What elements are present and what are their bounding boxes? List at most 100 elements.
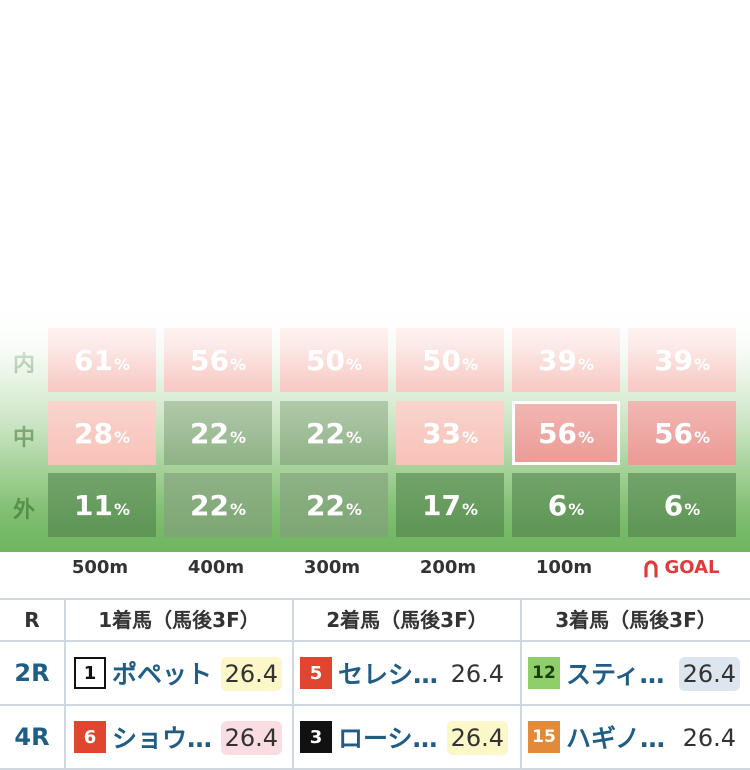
percent-sign: %	[346, 355, 362, 374]
heat-cell-middle-500m[interactable]: 28%	[48, 401, 156, 465]
heat-cell-outer-200m[interactable]: 17%	[396, 473, 504, 537]
heat-cell-middle-200m[interactable]: 33%	[396, 401, 504, 465]
heat-cell-inner-200m[interactable]: 50%	[396, 328, 504, 392]
horse-number-badge: 6	[74, 721, 106, 753]
heat-cell-value: 50	[306, 344, 345, 377]
last-3f-time: 26.4	[679, 721, 740, 755]
heat-cell-value: 22	[190, 417, 229, 450]
results-table: R 1着馬（馬後3F） 2着馬（馬後3F） 3着馬（馬後3F） 2R 1 ポペット 2…	[0, 598, 750, 770]
distance-label: 100m	[510, 554, 618, 582]
percent-sign: %	[230, 500, 246, 519]
heat-cell-outer-400m[interactable]: 22%	[164, 473, 272, 537]
race-number: 4R	[0, 706, 64, 768]
horse-name-link[interactable]: ポペット	[112, 655, 234, 691]
horse-number-badge: 5	[300, 657, 332, 689]
last-3f-time: 26.4	[221, 721, 282, 755]
heat-cell-inner-400m[interactable]: 56%	[164, 328, 272, 392]
first-place-entry[interactable]: 1 ポペット 26.4	[74, 642, 288, 704]
heat-cell-middle-100m[interactable]: 56%	[512, 401, 620, 465]
distance-label: 200m	[394, 554, 502, 582]
header-race: R	[0, 600, 64, 640]
distance-axis: 500m 400m 300m 200m 100m GOAL	[0, 554, 750, 598]
heat-cell-value: 22	[190, 489, 229, 522]
percent-sign: %	[114, 428, 130, 447]
percent-sign: %	[230, 355, 246, 374]
heat-cell-inner-100m[interactable]: 39%	[512, 328, 620, 392]
row-label-outer: 外	[0, 492, 48, 524]
heat-cell-value: 11	[74, 489, 113, 522]
percent-sign: %	[114, 500, 130, 519]
table-row[interactable]: 4R 6 ショウ… 26.4 3 ローシ… 26.4 15 ハギノ… 26.4	[0, 706, 750, 770]
horse-name-link[interactable]: ハギノ…	[566, 719, 688, 755]
heat-cell-outer-500m[interactable]: 11%	[48, 473, 156, 537]
heat-cell-value: 33	[422, 417, 461, 450]
heat-cell-value: 50	[422, 344, 461, 377]
horseshoe-icon	[641, 558, 661, 578]
distance-label: 300m	[278, 554, 386, 582]
percent-sign: %	[578, 428, 594, 447]
heat-cell-inner-goal[interactable]: 39%	[628, 328, 736, 392]
percent-sign: %	[684, 500, 700, 519]
heat-cell-inner-300m[interactable]: 50%	[280, 328, 388, 392]
heat-cell-middle-goal[interactable]: 56%	[628, 401, 736, 465]
percent-sign: %	[230, 428, 246, 447]
percent-sign: %	[462, 500, 478, 519]
percent-sign: %	[462, 355, 478, 374]
third-place-entry[interactable]: 15 ハギノ… 26.4	[528, 706, 746, 768]
header-second: 2着馬（馬後3F）	[294, 600, 520, 640]
position-heatmap: 内 中 外 61% 56% 50% 50% 39% 39% 28% 22% 22% 33% 56% 5…	[0, 0, 750, 552]
percent-sign: %	[114, 355, 130, 374]
last-3f-time: 26.4	[679, 657, 740, 691]
row-label-inner: 内	[0, 346, 48, 378]
last-3f-time: 26.4	[221, 657, 282, 691]
percent-sign: %	[346, 428, 362, 447]
percent-sign: %	[568, 500, 584, 519]
percent-sign: %	[462, 428, 478, 447]
heat-cell-value: 39	[538, 344, 577, 377]
heat-cell-value: 56	[654, 417, 693, 450]
percent-sign: %	[694, 355, 710, 374]
heat-cell-outer-100m[interactable]: 6%	[512, 473, 620, 537]
heat-cell-outer-goal[interactable]: 6%	[628, 473, 736, 537]
heat-cell-value: 39	[654, 344, 693, 377]
heat-cell-middle-300m[interactable]: 22%	[280, 401, 388, 465]
header-first: 1着馬（馬後3F）	[66, 600, 292, 640]
horse-name-link[interactable]: セレシ…	[338, 655, 460, 691]
table-row[interactable]: 2R 1 ポペット 26.4 5 セレシ… 26.4 12 スティ… 26.4	[0, 642, 750, 706]
heat-cell-value: 61	[74, 344, 113, 377]
heat-cell-value: 17	[422, 489, 461, 522]
second-place-entry[interactable]: 5 セレシ… 26.4	[300, 642, 514, 704]
heat-cell-value: 28	[74, 417, 113, 450]
heat-cell-value: 22	[306, 417, 345, 450]
heat-cell-value: 56	[190, 344, 229, 377]
horse-name-link[interactable]: ローシ…	[338, 719, 460, 755]
heat-cell-value: 6	[548, 489, 567, 522]
heat-cell-middle-400m[interactable]: 22%	[164, 401, 272, 465]
heat-cell-value: 56	[538, 417, 577, 450]
percent-sign: %	[694, 428, 710, 447]
row-label-middle: 中	[0, 420, 48, 452]
horse-name-link[interactable]: スティ…	[566, 655, 688, 691]
last-3f-time: 26.4	[447, 657, 508, 691]
horse-number-badge: 15	[528, 721, 560, 753]
distance-label: 400m	[162, 554, 270, 582]
first-place-entry[interactable]: 6 ショウ… 26.4	[74, 706, 288, 768]
heat-cell-value: 6	[664, 489, 683, 522]
last-3f-time: 26.4	[447, 721, 508, 755]
heat-cell-inner-500m[interactable]: 61%	[48, 328, 156, 392]
horse-number-badge: 3	[300, 721, 332, 753]
heat-cell-value: 22	[306, 489, 345, 522]
percent-sign: %	[346, 500, 362, 519]
header-third: 3着馬（馬後3F）	[522, 600, 750, 640]
race-number: 2R	[0, 642, 64, 704]
goal-label: GOAL	[626, 554, 734, 582]
third-place-entry[interactable]: 12 スティ… 26.4	[528, 642, 746, 704]
second-place-entry[interactable]: 3 ローシ… 26.4	[300, 706, 514, 768]
horse-number-badge: 12	[528, 657, 560, 689]
table-header-row: R 1着馬（馬後3F） 2着馬（馬後3F） 3着馬（馬後3F）	[0, 600, 750, 642]
horse-name-link[interactable]: ショウ…	[112, 719, 234, 755]
goal-text: GOAL	[665, 554, 720, 582]
heat-cell-outer-300m[interactable]: 22%	[280, 473, 388, 537]
percent-sign: %	[578, 355, 594, 374]
horse-number-badge: 1	[74, 657, 106, 689]
